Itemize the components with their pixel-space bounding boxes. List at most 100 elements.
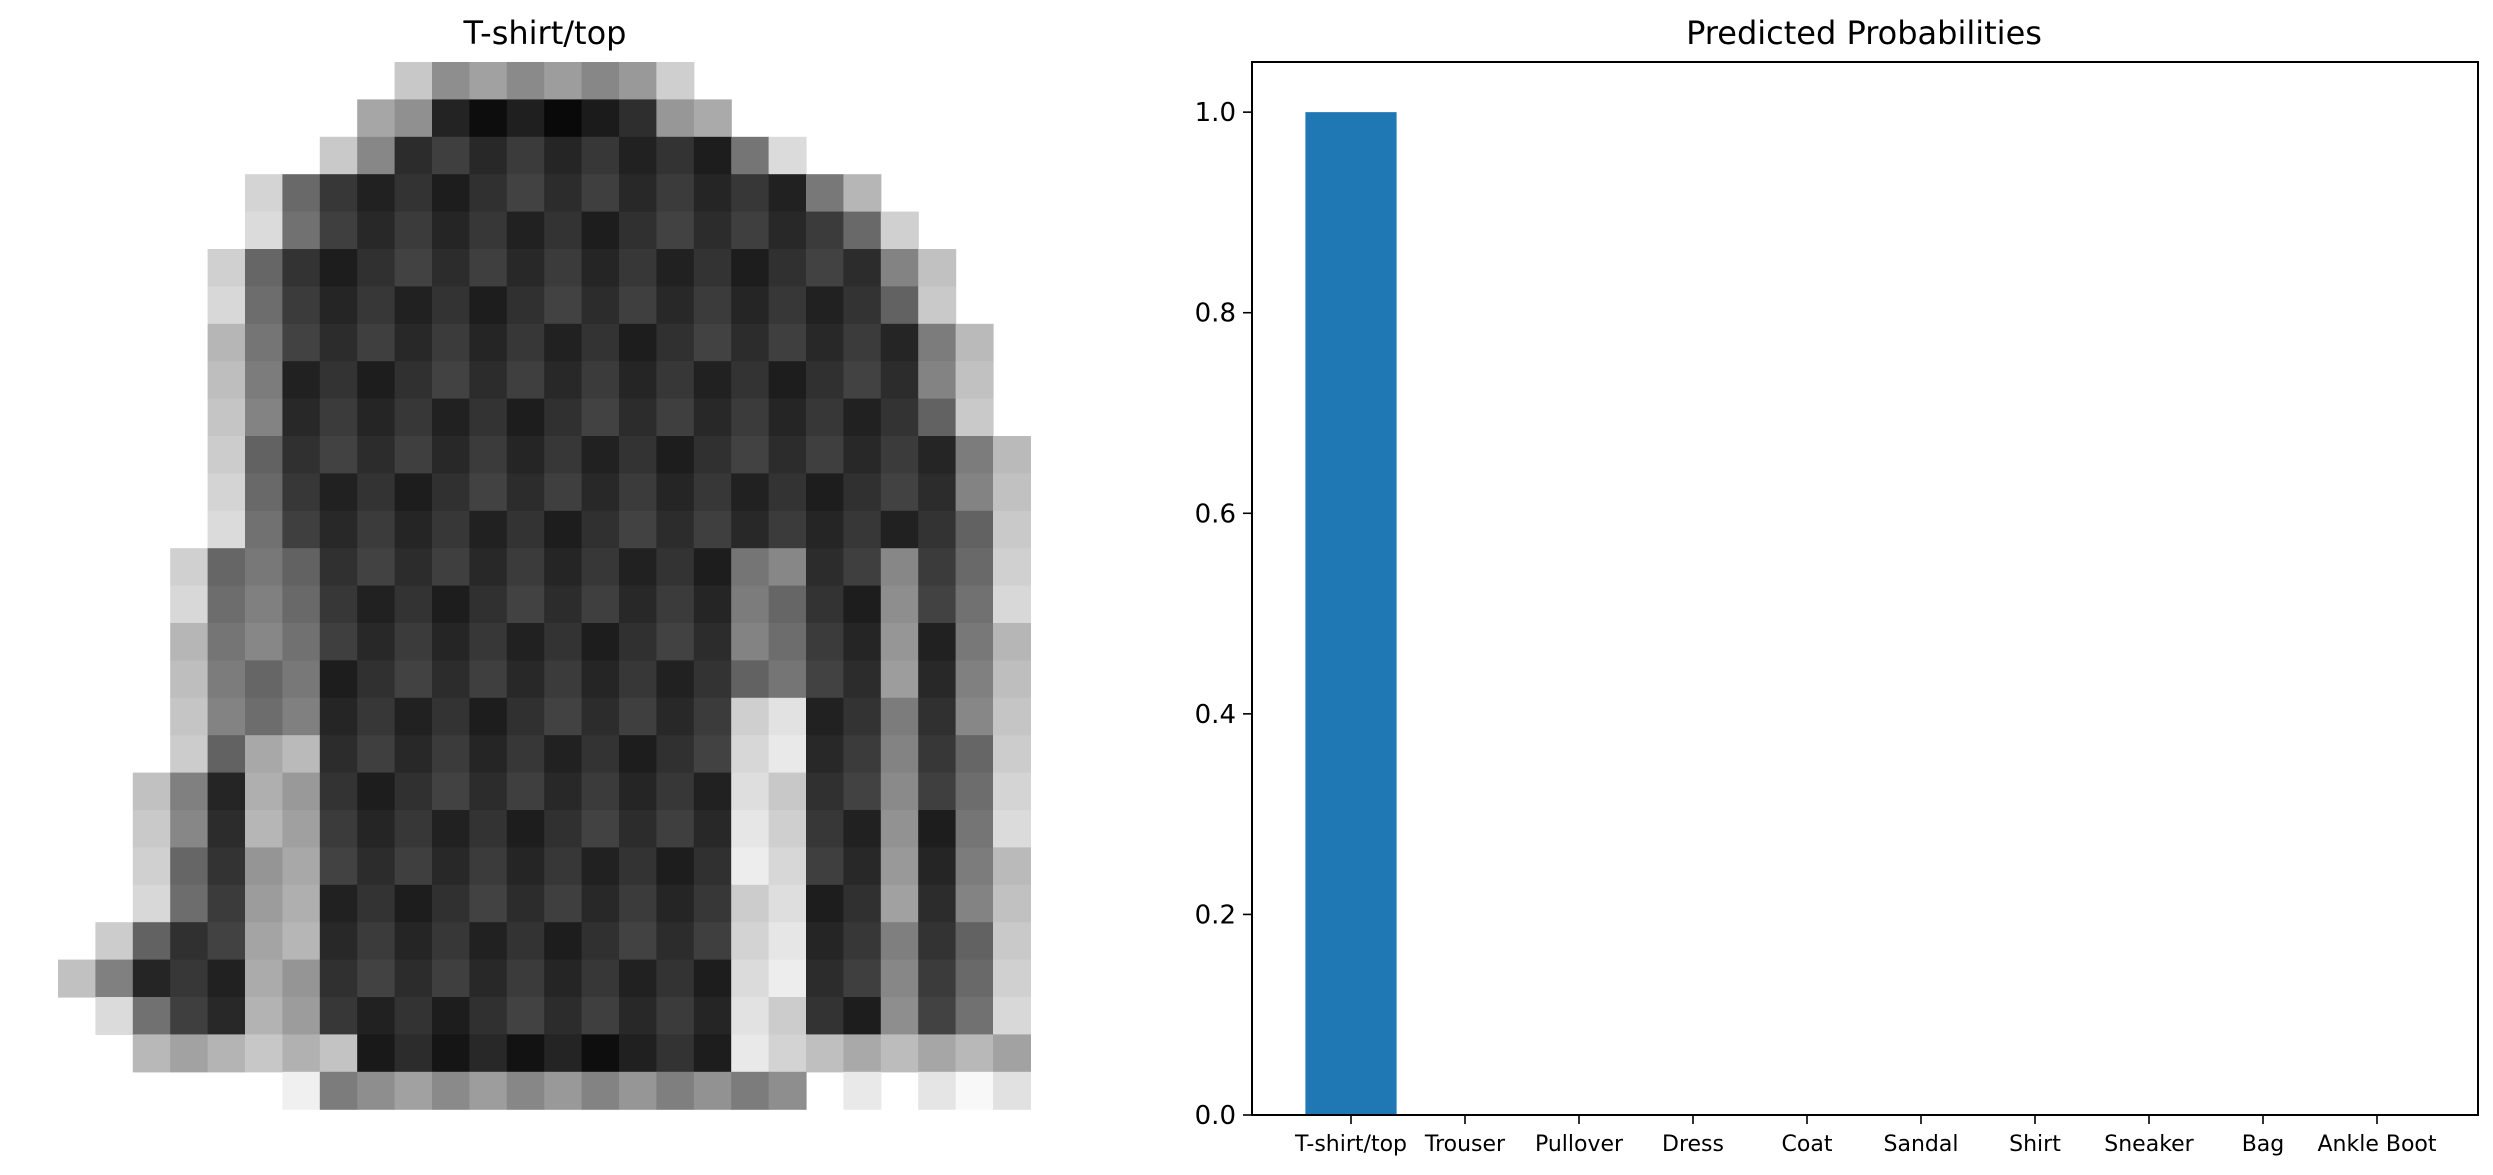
image-pixel (506, 772, 545, 811)
image-pixel (693, 772, 732, 811)
image-pixel (581, 174, 620, 213)
image-pixel (357, 436, 396, 474)
image-pixel (394, 548, 433, 587)
image-pixel (432, 436, 470, 474)
image-pixel (955, 473, 994, 512)
image-pixel (544, 585, 583, 624)
image-pixel (731, 548, 770, 587)
image-pixel (955, 697, 994, 736)
y-tick-label: 0.0 (1195, 1101, 1236, 1131)
image-pixel (993, 548, 1031, 587)
image-pixel (432, 997, 470, 1035)
image-pixel (955, 585, 994, 624)
image-pixel (357, 884, 396, 923)
image-pixel (506, 997, 545, 1035)
image-pixel (918, 398, 957, 437)
image-pixel (619, 884, 657, 923)
image-pixel (993, 473, 1031, 512)
image-pixel (619, 323, 657, 362)
image-pixel (619, 99, 657, 138)
image-pixel (880, 623, 919, 661)
image-pixel (357, 548, 396, 587)
image-pixel (394, 810, 433, 848)
image-pixel (394, 136, 433, 175)
image-pixel (619, 249, 657, 287)
image-pixel (506, 62, 545, 100)
image-pixel (843, 286, 882, 325)
image-pixel (207, 548, 246, 587)
image-pixel (843, 735, 882, 774)
image-pixel (282, 847, 321, 886)
image-pixel (731, 697, 770, 736)
image-pixel (993, 1034, 1031, 1073)
image-pixel (432, 136, 470, 175)
image-pixel (993, 959, 1031, 998)
image-pixel (731, 361, 770, 400)
image-pixel (880, 361, 919, 400)
image-pixel (693, 735, 732, 774)
image-pixel (993, 585, 1031, 624)
y-tick-label: 0.8 (1195, 299, 1236, 329)
image-pixel (319, 585, 358, 624)
image-pixel (693, 436, 732, 474)
image-pixel (506, 1034, 545, 1073)
image-pixel (432, 211, 470, 250)
image-pixel (245, 884, 283, 923)
image-pixel (207, 361, 246, 400)
image-pixel (170, 922, 209, 961)
image-pixel (768, 922, 807, 961)
image-pixel (245, 922, 283, 961)
image-pixel (544, 361, 583, 400)
image-pixel (282, 810, 321, 848)
image-pixel (731, 174, 770, 213)
image-pixel (731, 473, 770, 512)
image-pixel (768, 660, 807, 699)
image-pixel (693, 959, 732, 998)
image-pixel (207, 473, 246, 512)
image-pixel (469, 810, 508, 848)
image-pixel (394, 997, 433, 1035)
image-pixel (880, 922, 919, 961)
image-pixel (357, 1071, 396, 1110)
image-pixel (357, 361, 396, 400)
image-pixel (544, 473, 583, 512)
image-pixel (768, 323, 807, 362)
image-pixel (282, 1071, 321, 1110)
image-pixel (806, 286, 844, 325)
image-pixel (506, 211, 545, 250)
image-pixel (656, 585, 695, 624)
image-pixel (469, 735, 508, 774)
image-pixel (955, 959, 994, 998)
image-pixel (432, 959, 470, 998)
image-pixel (58, 959, 96, 998)
image-pixel (843, 1034, 882, 1073)
image-pixel (506, 174, 545, 213)
image-pixel (394, 884, 433, 923)
image-pixel (319, 548, 358, 587)
image-pixel (506, 510, 545, 549)
image-pixel (245, 174, 283, 213)
image-pixel (955, 735, 994, 774)
image-pixel (843, 510, 882, 549)
image-pixel (432, 660, 470, 699)
image-pixel (319, 249, 358, 287)
image-pixel (768, 697, 807, 736)
image-pixel (768, 174, 807, 213)
image-pixel (357, 473, 396, 512)
image-pixel (619, 959, 657, 998)
image-pixel (207, 922, 246, 961)
image-pixel (955, 884, 994, 923)
image-pixel (993, 623, 1031, 661)
image-pixel (619, 847, 657, 886)
image-pixel (469, 361, 508, 400)
image-pixel (918, 361, 957, 400)
fashion-mnist-image (58, 62, 1031, 1110)
image-pixel (693, 623, 732, 661)
image-pixel (993, 510, 1031, 549)
image-pixel (581, 286, 620, 325)
image-pixel (394, 323, 433, 362)
image-pixel (319, 473, 358, 512)
image-pixel (880, 697, 919, 736)
image-pixel (656, 660, 695, 699)
